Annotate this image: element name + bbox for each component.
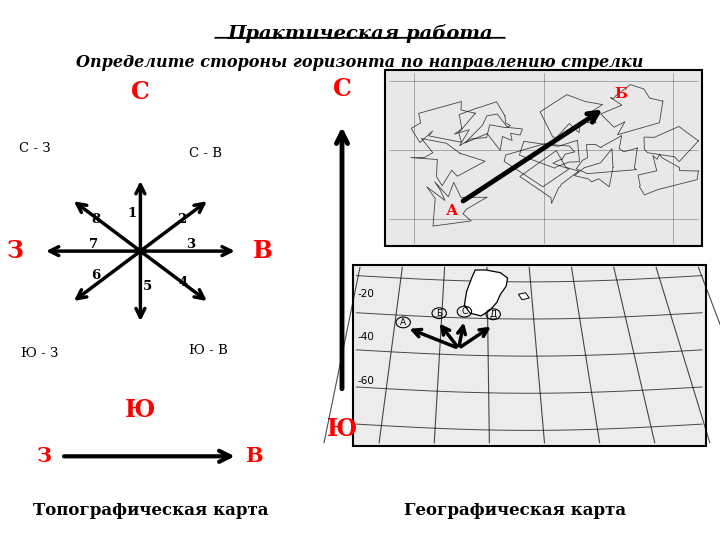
Text: С: С (333, 77, 351, 101)
Text: Б: Б (614, 87, 627, 102)
Text: 8: 8 (91, 213, 101, 226)
Text: С: С (462, 307, 467, 316)
Text: Б: Б (436, 309, 442, 318)
Text: Топографическая карта: Топографическая карта (33, 502, 269, 519)
Text: Ю - В: Ю - В (189, 345, 228, 357)
Text: В: В (253, 239, 273, 263)
Text: 3: 3 (186, 238, 196, 251)
Text: -60: -60 (358, 376, 374, 386)
Bar (385, 70, 702, 246)
Text: Практическая работа: Практическая работа (228, 24, 492, 43)
Polygon shape (518, 293, 529, 300)
Text: 1: 1 (127, 207, 136, 220)
Text: 7: 7 (89, 238, 98, 251)
Text: 5: 5 (143, 280, 152, 293)
Polygon shape (464, 270, 508, 316)
Bar (353, 265, 706, 446)
Text: Д: Д (490, 310, 497, 319)
Text: 6: 6 (91, 269, 101, 282)
Text: Ю: Ю (125, 399, 156, 422)
Text: З: З (37, 446, 52, 467)
Text: А: А (446, 204, 459, 218)
Text: Географическая карта: Географическая карта (404, 502, 626, 519)
Text: С: С (131, 80, 150, 104)
Text: Определите стороны горизонта по направлению стрелки: Определите стороны горизонта по направле… (76, 54, 644, 71)
Text: 2: 2 (177, 213, 186, 226)
Text: Ю - З: Ю - З (21, 347, 58, 360)
Text: -40: -40 (358, 333, 374, 342)
Text: В: В (246, 446, 263, 467)
Text: Ю: Ю (327, 417, 357, 441)
Text: С - З: С - З (19, 142, 50, 155)
Text: З: З (7, 239, 24, 263)
Text: 4: 4 (179, 276, 188, 289)
Text: С - В: С - В (189, 147, 222, 160)
Text: -20: -20 (358, 289, 374, 299)
Text: А: А (400, 318, 406, 327)
